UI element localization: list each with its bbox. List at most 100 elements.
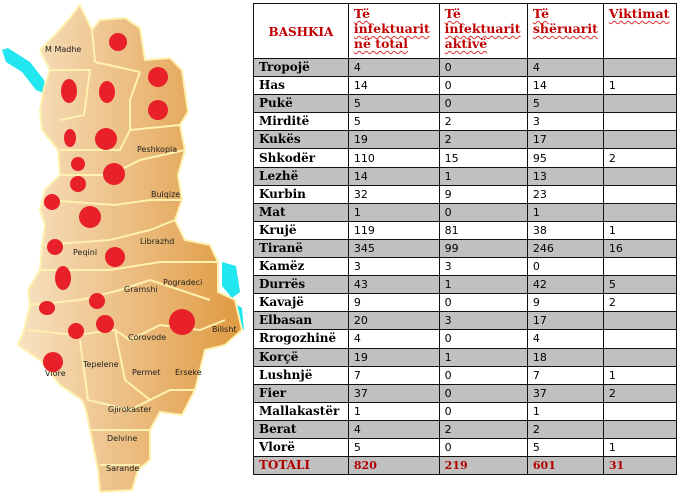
municipality-name: Lushnjë [253,365,349,385]
value-cell: 37 [347,383,440,403]
case-marker [68,323,84,339]
value-cell: 3 [438,257,528,277]
covid-table: BASHKIA Të infektuarit në total Të infektu… [253,3,678,476]
value-cell: 37 [526,383,604,403]
map-label: Librazhd [140,237,174,246]
municipality-name: Kukës [253,130,349,150]
column-header: Të shëruarit [526,3,604,59]
map-label: Peshkopia [137,145,177,154]
value-cell: 246 [526,238,604,259]
table-row: Lezhë 14 1 13 [253,166,678,186]
value-cell: 2 [602,148,678,168]
value-cell: 2 [526,419,604,439]
map-label: Sarande [106,464,139,473]
case-marker [79,206,101,228]
case-marker [44,194,60,210]
value-cell: 13 [526,166,604,186]
municipality-name: Tropojë [253,57,349,78]
value-cell: 1 [347,202,440,222]
value-cell: 1 [526,401,604,421]
value-cell: 4 [347,57,440,78]
total-row: TOTALI 820 219 601 31 [253,456,678,476]
case-marker [148,100,168,120]
case-marker [47,239,63,255]
case-marker [148,67,168,87]
table-row: Berat 4 2 2 [253,419,678,439]
lake-shkodra [2,48,46,94]
map-label: Bilisht [212,325,237,334]
value-cell: 95 [526,148,604,168]
case-marker [70,176,86,192]
table-row: Durrës 43 1 42 5 [253,275,678,295]
albania-outline [16,3,244,494]
map-label: Permet [132,368,160,377]
municipality-name: Elbasan [253,311,349,331]
value-cell [602,112,678,132]
value-cell: 5 [526,94,604,114]
table-row: Tropojë 4 0 4 [253,57,678,78]
value-cell: 18 [526,347,604,367]
value-cell: 38 [526,220,604,240]
value-cell: 3 [347,257,440,277]
value-cell: 7 [347,365,440,385]
value-cell: 14 [347,76,440,96]
map-label: Peqini [73,248,97,257]
value-cell: 1 [602,437,678,458]
value-cell: 345 [347,238,440,259]
map-label: Pogradeci [163,278,202,287]
value-cell [602,94,678,114]
value-cell: 43 [347,275,440,295]
value-cell: 0 [438,76,528,96]
map-label: Gjirokaster [108,405,152,414]
value-cell: 2 [438,130,528,150]
value-cell: 19 [347,130,440,150]
table-row: Krujë 119 81 38 1 [253,220,678,240]
value-cell [602,166,678,186]
municipality-name: Has [253,76,349,96]
map-label: Gramshi [124,285,158,294]
value-cell: 119 [347,220,440,240]
map-label: Bulqize [151,190,180,199]
value-cell: 2 [438,419,528,439]
value-cell: 5 [347,437,440,458]
table-row: Rrogozhinë 4 0 4 [253,329,678,349]
municipality-name: Tiranë [253,238,349,259]
municipality-name: Shkodër [253,148,349,168]
value-cell: 110 [347,148,440,168]
case-marker [55,266,71,290]
table-row: Pukë 5 0 5 [253,94,678,114]
value-cell: 1 [347,401,440,421]
municipality-name: Kurbin [253,184,349,204]
value-cell: 0 [438,401,528,421]
value-cell: 0 [438,94,528,114]
table-row: Shkodër 110 15 95 2 [253,148,678,168]
value-cell: 9 [526,293,604,313]
value-cell [602,202,678,222]
municipality-name: Rrogozhinë [253,329,349,349]
municipality-name: Mirditë [253,112,349,132]
map-label: Erseke [175,368,202,377]
column-header: Të infektuarit në total [347,3,440,59]
municipality-name: Durrës [253,275,349,295]
table-row: Elbasan 20 3 17 [253,311,678,331]
case-marker [99,81,115,103]
value-cell: 15 [438,148,528,168]
value-cell: 19 [347,347,440,367]
table-row: Korçë 19 1 18 [253,347,678,367]
value-cell: 14 [526,76,604,96]
value-cell: 0 [438,383,528,403]
municipality-name: Berat [253,419,349,439]
map-label: Vlore [45,369,66,378]
value-cell [602,329,678,349]
value-cell: 5 [602,275,678,295]
value-cell: 23 [526,184,604,204]
value-cell: 1 [602,220,678,240]
table-row: Tiranë 345 99 246 16 [253,238,678,259]
municipality-name: Lezhë [253,166,349,186]
value-cell: 4 [526,57,604,78]
case-marker [71,157,85,171]
case-marker [39,301,55,315]
case-marker [105,247,125,267]
value-cell [602,184,678,204]
municipality-name: Kavajë [253,293,349,313]
